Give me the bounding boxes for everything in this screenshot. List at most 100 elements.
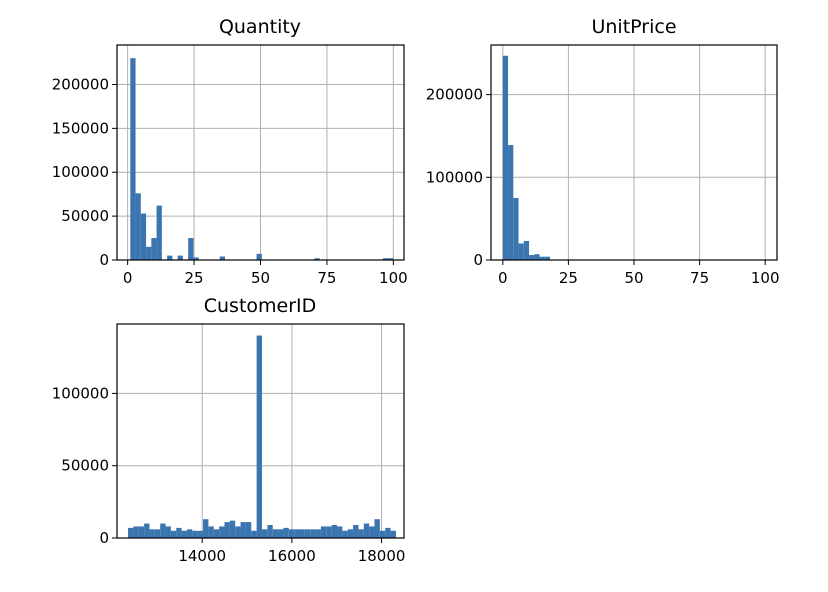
x-tick-label-unitprice: 75 [690, 269, 709, 287]
bar-unitprice [518, 243, 524, 260]
bar-customerid [219, 526, 225, 538]
bar-customerid [310, 529, 316, 538]
bar-quantity [156, 205, 162, 260]
x-tick-label-quantity: 50 [251, 269, 270, 287]
bar-customerid [261, 529, 268, 538]
bar-customerid [320, 526, 327, 538]
bar-customerid [192, 530, 198, 538]
bar-quantity [167, 255, 173, 260]
bar-customerid [149, 529, 155, 538]
bar-customerid [256, 335, 262, 538]
bar-customerid [379, 530, 386, 538]
x-tick-label-customerid: 18000 [358, 547, 406, 565]
bar-customerid [186, 529, 193, 538]
bar-customerid [128, 527, 134, 538]
bar-quantity [151, 238, 157, 260]
bar-customerid [165, 526, 171, 538]
bar-customerid [294, 529, 300, 538]
bar-customerid [304, 529, 311, 538]
bar-customerid [358, 529, 364, 538]
bar-customerid [326, 526, 332, 538]
bar-customerid [203, 519, 209, 538]
bar-customerid [299, 529, 305, 538]
bar-customerid [342, 530, 348, 538]
bar-quantity [130, 58, 136, 260]
bar-customerid [213, 529, 220, 538]
bar-quantity [256, 253, 262, 260]
x-tick-label-unitprice: 100 [751, 269, 780, 287]
y-tick-label-unitprice: 0 [473, 251, 483, 269]
bar-customerid [390, 530, 396, 538]
bar-customerid [154, 529, 161, 538]
bar-customerid [267, 524, 273, 538]
x-tick-label-unitprice: 0 [498, 269, 508, 287]
y-tick-label-customerid: 0 [99, 529, 109, 547]
y-tick-label-quantity: 0 [99, 251, 109, 269]
bar-customerid [144, 523, 150, 538]
x-tick-label-quantity: 0 [123, 269, 133, 287]
bar-quantity [188, 238, 194, 260]
bar-customerid [283, 527, 289, 538]
bar-unitprice [502, 55, 509, 260]
y-tick-label-quantity: 50000 [61, 207, 109, 225]
bar-customerid [224, 522, 230, 538]
histogram-unitprice: UnitPrice 0 25 50 75 100 0 100000 200000 [426, 16, 780, 287]
plot-area-customerid [116, 323, 405, 539]
bar-quantity [314, 258, 320, 260]
bar-customerid [138, 526, 145, 538]
y-tick-label-quantity: 100000 [52, 163, 109, 181]
bar-unitprice [523, 240, 530, 260]
bar-customerid [363, 523, 370, 538]
bar-customerid [272, 529, 279, 538]
bar-unitprice [544, 256, 551, 260]
y-tick-label-customerid: 50000 [61, 457, 109, 475]
bar-customerid [278, 529, 284, 538]
bar-quantity [135, 193, 141, 260]
bar-quantity [388, 258, 394, 260]
bar-unitprice [529, 255, 535, 260]
bar-customerid [197, 530, 204, 538]
x-tick-label-quantity: 100 [379, 269, 408, 287]
y-tick-label-quantity: 150000 [52, 119, 109, 137]
bar-unitprice [534, 254, 540, 260]
bar-quantity [219, 256, 225, 260]
x-tick-label-quantity: 75 [317, 269, 336, 287]
bar-quantity [140, 213, 147, 260]
x-tick-label-unitprice: 25 [559, 269, 578, 287]
x-tick-label-quantity: 25 [185, 269, 204, 287]
bar-customerid [208, 526, 214, 538]
bar-customerid [176, 527, 182, 538]
y-tick-label-customerid: 100000 [52, 384, 109, 402]
bar-customerid [133, 526, 139, 538]
bar-customerid [336, 526, 343, 538]
bar-customerid [170, 530, 177, 538]
bar-quantity [146, 246, 152, 260]
bar-customerid [251, 530, 257, 538]
x-tick-label-unitprice: 50 [624, 269, 643, 287]
chart-title-customerid: CustomerID [204, 295, 317, 317]
bar-customerid [347, 529, 354, 538]
bar-quantity [382, 258, 389, 260]
x-tick-label-customerid: 14000 [178, 547, 226, 565]
bar-unitprice [513, 197, 519, 260]
chart-title-unitprice: UnitPrice [591, 16, 676, 38]
bar-quantity [193, 257, 199, 260]
histogram-customerid: CustomerID 14000 16000 18000 0 50000 100000 [52, 295, 406, 565]
histogram-quantity: Quantity 0 25 50 75 100 0 50000 100000 150000 200… [52, 16, 408, 287]
bar-customerid [385, 527, 391, 538]
bar-customerid [315, 529, 321, 538]
chart-title-quantity: Quantity [219, 16, 301, 38]
bar-customerid [331, 524, 337, 538]
bar-customerid [288, 529, 295, 538]
y-tick-label-unitprice: 200000 [426, 86, 483, 104]
y-tick-label-quantity: 200000 [52, 75, 109, 93]
bar-customerid [160, 523, 166, 538]
bar-customerid [229, 520, 236, 538]
bar-unitprice [539, 256, 545, 260]
bar-customerid [240, 522, 246, 538]
bar-customerid [374, 519, 380, 538]
y-tick-label-unitprice: 100000 [426, 168, 483, 186]
bar-quantity [177, 255, 183, 260]
bar-customerid [235, 526, 241, 538]
